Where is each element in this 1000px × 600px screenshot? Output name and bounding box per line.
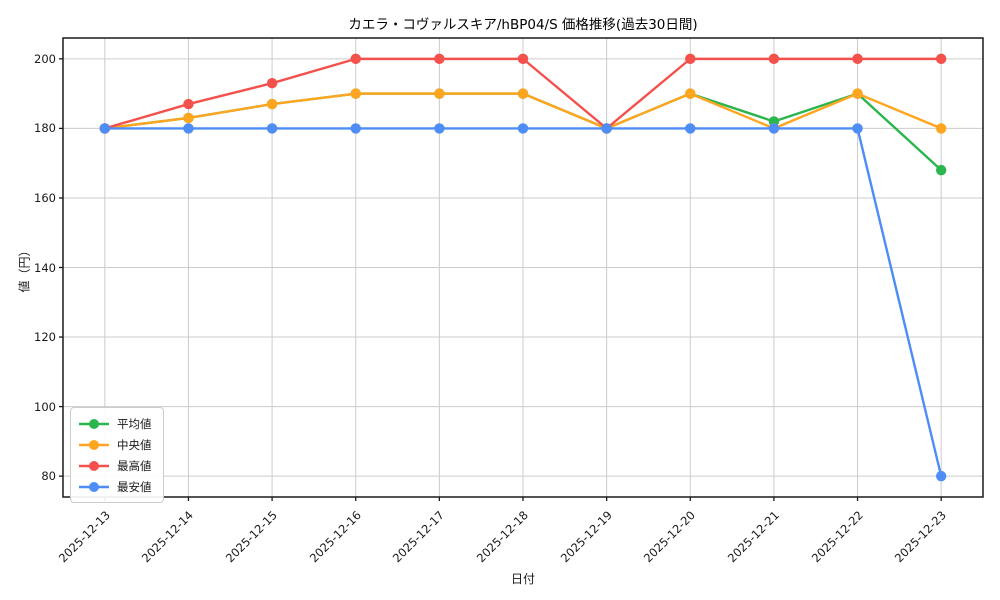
legend-marker-icon bbox=[79, 481, 109, 492]
y-tick-label: 100 bbox=[34, 399, 56, 414]
y-tick-label: 140 bbox=[34, 260, 56, 275]
legend-item-最安値: 最安値 bbox=[79, 477, 152, 496]
legend-label: 中央値 bbox=[117, 437, 152, 452]
chart-title: カエラ・コヴァルスキア/hBP04/S 価格推移(過去30日間) bbox=[348, 17, 698, 33]
data-point-最安値 bbox=[434, 123, 445, 134]
legend-marker-icon bbox=[79, 418, 109, 429]
data-point-平均値 bbox=[935, 164, 947, 176]
legend-label: 平均値 bbox=[117, 416, 152, 431]
data-point-最安値 bbox=[266, 123, 278, 134]
legend-marker-icon bbox=[79, 439, 109, 450]
data-point-中央値 bbox=[517, 88, 529, 99]
data-point-最安値 bbox=[99, 123, 111, 134]
data-point-最安値 bbox=[768, 123, 780, 134]
data-point-最高値 bbox=[434, 53, 445, 65]
data-point-最高値 bbox=[852, 53, 863, 65]
data-point-中央値 bbox=[350, 88, 361, 99]
legend-marker-icon bbox=[79, 460, 109, 471]
y-tick-label: 120 bbox=[34, 330, 56, 345]
data-point-最高値 bbox=[350, 53, 361, 65]
data-point-最安値 bbox=[852, 123, 863, 134]
legend-label: 最高値 bbox=[117, 458, 152, 473]
plot-border bbox=[62, 37, 984, 498]
y-tick-label: 200 bbox=[34, 51, 56, 66]
y-tick-label: 180 bbox=[34, 121, 56, 136]
y-tick-label: 160 bbox=[34, 190, 56, 205]
data-point-中央値 bbox=[685, 88, 696, 99]
x-axis-label: 日付 bbox=[510, 572, 535, 586]
data-point-最安値 bbox=[935, 470, 947, 482]
data-point-最安値 bbox=[183, 123, 194, 134]
legend-item-最高値: 最高値 bbox=[79, 456, 152, 475]
legend-item-中央値: 中央値 bbox=[79, 435, 152, 454]
data-point-最安値 bbox=[350, 123, 361, 134]
data-point-中央値 bbox=[852, 88, 863, 99]
data-point-最高値 bbox=[935, 53, 947, 65]
data-point-中央値 bbox=[434, 88, 445, 99]
data-point-中央値 bbox=[183, 112, 194, 124]
legend-item-平均値: 平均値 bbox=[79, 414, 152, 433]
data-point-最高値 bbox=[183, 98, 194, 110]
y-tick-label: 80 bbox=[41, 469, 56, 484]
legend-label: 最安値 bbox=[117, 479, 152, 494]
data-point-最高値 bbox=[517, 53, 529, 65]
data-point-中央値 bbox=[935, 123, 947, 134]
data-point-最安値 bbox=[517, 123, 529, 134]
legend: 平均値中央値最高値最安値 bbox=[70, 407, 164, 503]
data-point-最安値 bbox=[601, 123, 612, 134]
data-point-最高値 bbox=[685, 53, 696, 65]
data-point-最安値 bbox=[685, 123, 696, 134]
data-point-最高値 bbox=[266, 78, 278, 89]
data-point-最高値 bbox=[768, 53, 780, 65]
data-point-中央値 bbox=[266, 98, 278, 110]
